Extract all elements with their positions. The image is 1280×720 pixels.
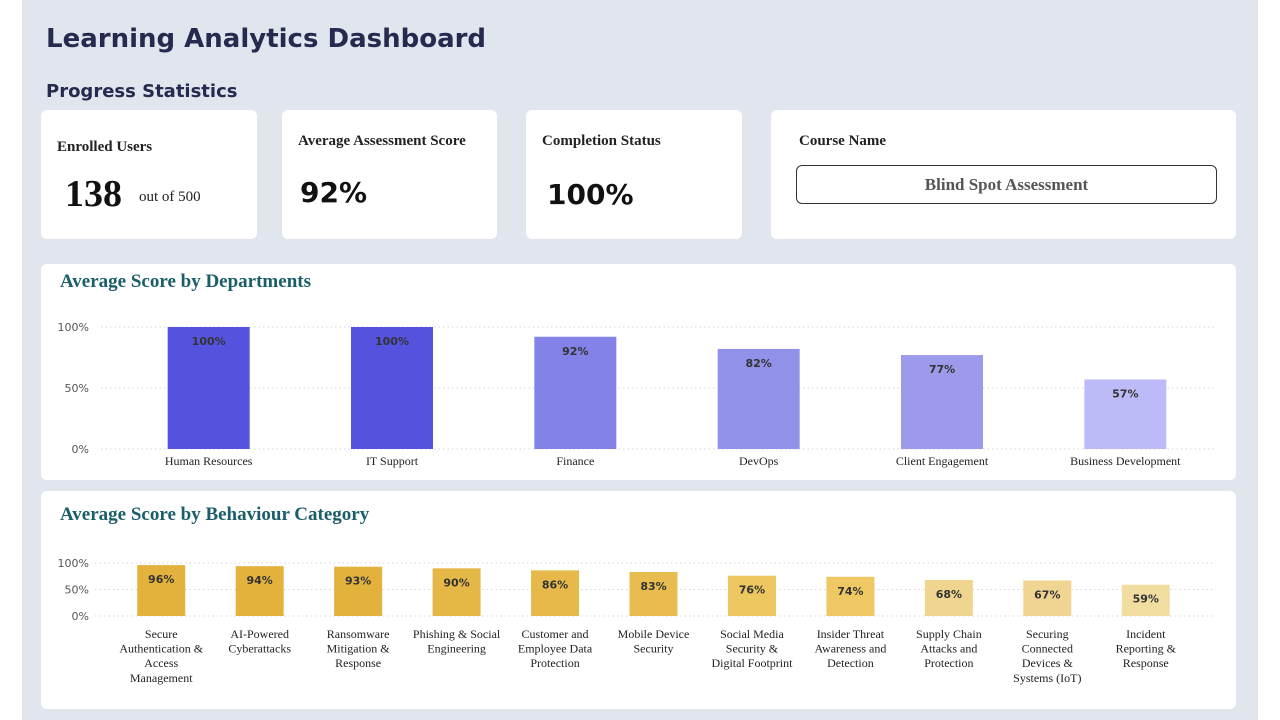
bar[interactable] xyxy=(1084,379,1167,449)
data-label: 82% xyxy=(745,357,771,370)
average-score-value: 92% xyxy=(300,176,368,209)
category-label: Phishing & Social Engineering xyxy=(413,627,501,656)
course-name-label: Course Name xyxy=(799,133,887,149)
category-label: Secure Authentication & Access Management xyxy=(119,627,203,685)
section-title: Progress Statistics xyxy=(46,81,238,102)
bar[interactable] xyxy=(924,579,973,616)
behaviour-chart-title: Average Score by Behaviour Category xyxy=(60,504,370,525)
data-label: 94% xyxy=(247,574,273,587)
y-tick-label: 100% xyxy=(58,557,89,570)
bar[interactable] xyxy=(351,327,433,449)
y-tick-label: 50% xyxy=(65,584,89,597)
data-label: 76% xyxy=(739,584,765,597)
completion-status-label: Completion Status xyxy=(542,133,661,149)
category-label: Securing Connected Devices & Systems (IoT) xyxy=(1013,627,1081,685)
y-tick-label: 0% xyxy=(72,610,89,623)
category-label: AI-Powered Cyberattacks xyxy=(228,627,291,656)
bar[interactable] xyxy=(137,565,186,616)
data-label: 96% xyxy=(148,573,174,586)
category-label: Incident Reporting & Response xyxy=(1116,627,1177,670)
category-label: Mobile Device Security xyxy=(618,627,690,656)
completion-status-card: Completion Status 100% xyxy=(526,110,742,239)
data-label: 90% xyxy=(443,576,469,589)
enrolled-users-label: Enrolled Users xyxy=(57,139,153,155)
bar[interactable] xyxy=(1023,580,1072,616)
bar[interactable] xyxy=(167,327,250,449)
data-label: 93% xyxy=(345,575,371,588)
bar[interactable] xyxy=(826,576,875,616)
average-score-label: Average Assessment Score xyxy=(298,133,466,149)
bar[interactable] xyxy=(531,570,580,616)
bar[interactable] xyxy=(901,355,983,449)
bar[interactable] xyxy=(432,568,481,616)
data-label: 100% xyxy=(192,335,226,348)
data-label: 59% xyxy=(1133,593,1159,606)
bar[interactable] xyxy=(235,566,284,616)
completion-status-value: 100% xyxy=(547,178,634,211)
y-tick-label: 50% xyxy=(65,382,89,395)
bar[interactable] xyxy=(717,348,800,449)
data-label: 86% xyxy=(542,578,568,591)
course-name-select[interactable]: Blind Spot Assessment xyxy=(796,165,1217,204)
category-label: Social Media Security & Digital Footprint xyxy=(711,627,793,670)
category-label: Human Resources xyxy=(165,454,253,468)
average-score-card: Average Assessment Score 92% xyxy=(282,110,497,239)
department-chart-title: Average Score by Departments xyxy=(60,271,311,292)
data-label: 67% xyxy=(1034,588,1060,601)
data-label: 92% xyxy=(562,345,588,358)
category-label: Supply Chain Attacks and Protection xyxy=(916,627,982,670)
data-label: 77% xyxy=(929,363,955,376)
y-tick-label: 0% xyxy=(72,443,89,456)
enrolled-users-value: 138 xyxy=(65,173,122,215)
category-label: Customer and Employee Data Protection xyxy=(518,627,593,670)
data-label: 83% xyxy=(640,580,666,593)
category-label: Insider Threat Awareness and Detection xyxy=(814,627,886,670)
data-label: 57% xyxy=(1112,387,1138,400)
category-label: Finance xyxy=(556,454,594,468)
bar[interactable] xyxy=(727,575,776,616)
category-label: DevOps xyxy=(739,454,779,468)
page-title: Learning Analytics Dashboard xyxy=(46,24,487,54)
bar[interactable] xyxy=(1121,584,1170,616)
data-label: 100% xyxy=(375,335,409,348)
behaviour-chart: 0% 50% 100% 96% Secure Authentication & Access… xyxy=(58,557,1216,685)
data-label: 68% xyxy=(936,588,962,601)
y-tick-label: 100% xyxy=(58,321,89,334)
enrolled-users-card: Enrolled Users 138 out of 500 xyxy=(41,110,257,239)
category-label: IT Support xyxy=(366,454,419,468)
data-label: 74% xyxy=(837,585,863,598)
bar[interactable] xyxy=(629,572,678,616)
category-label: Business Development xyxy=(1070,454,1181,468)
category-label: Ransomware Mitigation & Response xyxy=(327,627,391,670)
category-label: Client Engagement xyxy=(896,454,989,468)
department-chart: 0% 50% 100% 100% Human Resources 100% IT Suppo… xyxy=(58,321,1216,468)
bar[interactable] xyxy=(534,336,617,449)
bar[interactable] xyxy=(334,566,383,616)
enrolled-users-total: out of 500 xyxy=(139,189,201,205)
